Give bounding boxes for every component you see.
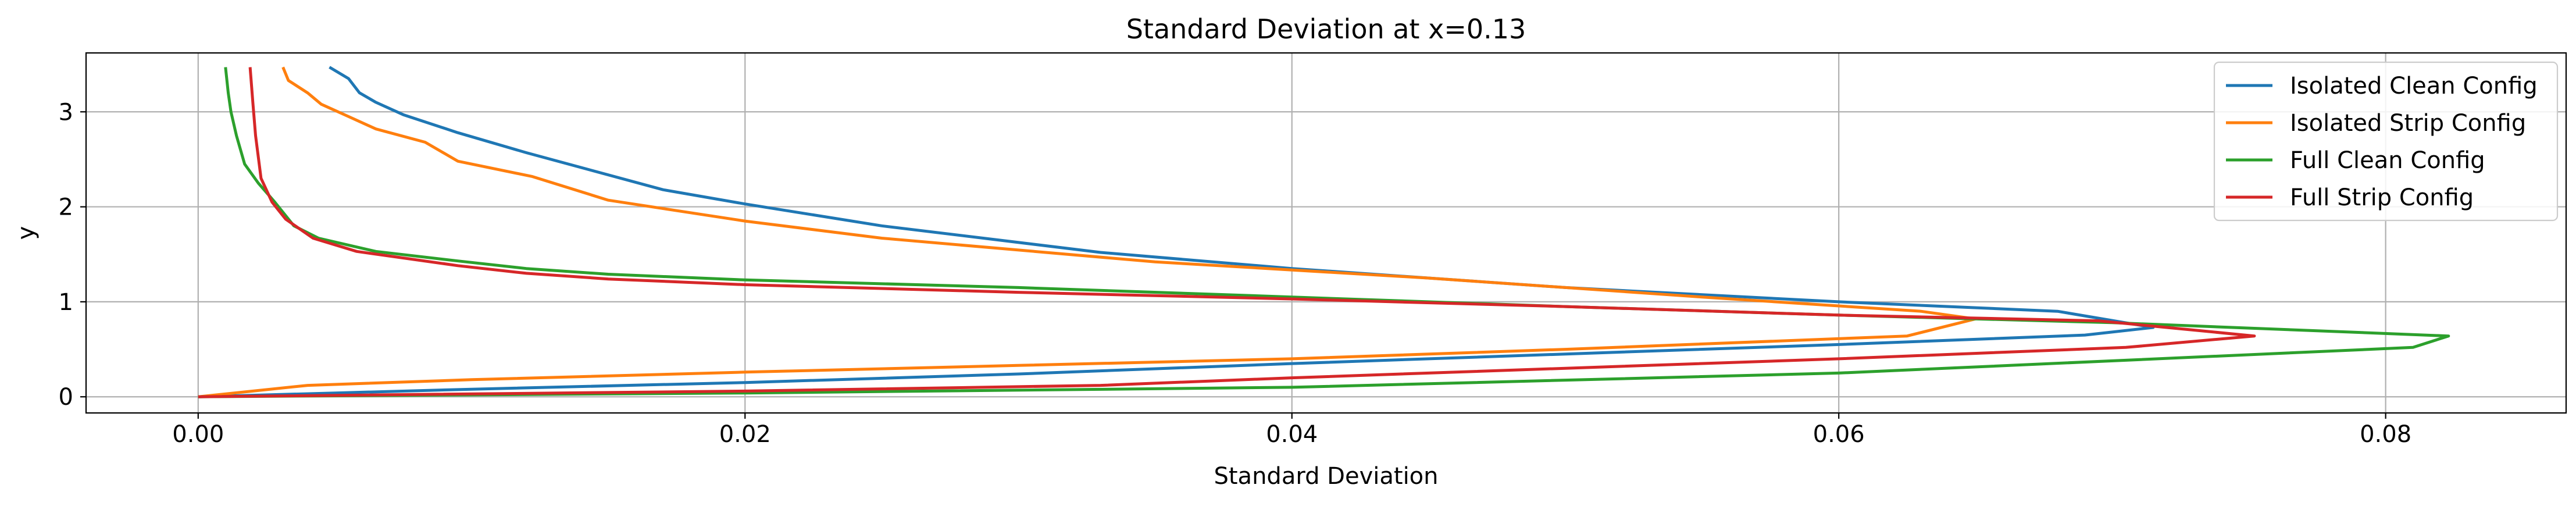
series-line-full-strip-config [198, 67, 2256, 398]
x-tick-label: 0.02 [719, 421, 771, 448]
grid-layer [86, 53, 2566, 413]
legend-label: Isolated Strip Config [2290, 110, 2526, 137]
tick-layer: 0.00 0.02 0.04 0.06 0.08 0 1 2 3 [59, 99, 2412, 448]
y-axis-label: y [13, 226, 40, 240]
x-tick-label: 0.04 [1266, 421, 1318, 448]
y-tick-label: 2 [59, 194, 73, 221]
y-tick-label: 0 [59, 384, 73, 411]
chart-title: Standard Deviation at x=0.13 [1126, 13, 1526, 45]
x-axis-label: Standard Deviation [1214, 463, 1438, 490]
legend-box [2213, 61, 2559, 222]
x-tick-label: 0.00 [172, 421, 224, 448]
y-tick-label: 3 [59, 99, 73, 126]
series-layer [198, 66, 2450, 398]
y-tick-label: 1 [59, 289, 73, 316]
legend-label: Full Clean Config [2290, 147, 2485, 174]
legend-label: Isolated Clean Config [2290, 73, 2538, 99]
legend: Isolated Clean Config Isolated Strip Conf… [2213, 61, 2559, 222]
plot-frame [85, 52, 2567, 414]
legend-label: Full Strip Config [2290, 184, 2474, 211]
x-tick-label: 0.06 [1813, 421, 1865, 448]
x-tick-label: 0.08 [2360, 421, 2411, 448]
series-line-full-clean-config [198, 67, 2450, 398]
series-line-isolated-strip-config [198, 66, 1977, 398]
